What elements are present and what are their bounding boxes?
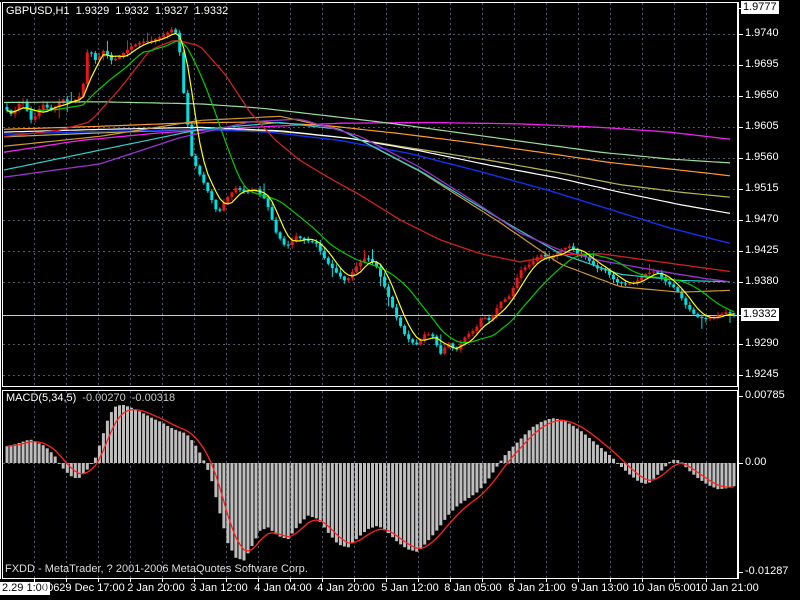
time-highlight-label: 2.29 1:00 [0, 582, 50, 595]
macd-value-axis[interactable]: 0.00785 0.00 -0.01287 [739, 388, 800, 580]
quote-open: 1.9329 [75, 5, 110, 17]
price-tick-label: 1.9695 [745, 58, 779, 70]
ma-palegreen [3, 101, 731, 164]
candlestick-series [5, 26, 736, 355]
time-tick-label: 8 Jan 21:00 [508, 582, 566, 594]
macd-signal-line [6, 408, 735, 552]
price-tick-label: 1.9650 [745, 89, 779, 101]
ma-purple [3, 118, 731, 283]
symbol-name: GBPUSD,H1 [6, 5, 70, 17]
quote-low: 1.9327 [154, 5, 189, 17]
price-tick-label: 1.9380 [745, 275, 779, 287]
price-tick-label: 1.9605 [745, 120, 779, 132]
macd-histogram [5, 405, 736, 561]
ma-orange [3, 121, 731, 177]
price-tick-label: 1.9245 [745, 368, 779, 380]
macd-tick-label: 0.00 [745, 456, 767, 468]
price-tick-label: 1.9470 [745, 213, 779, 225]
time-suffix-label: 006 [41, 582, 60, 594]
macd-signal-value: -0.00318 [131, 392, 176, 404]
time-tick-label: 5 Jan 12:00 [381, 582, 439, 594]
macd-tick-label: 0.00785 [745, 389, 785, 401]
ma-yellow [6, 32, 735, 350]
macd-indicator-label: MACD(5,34,5) -0.00270 -0.00318 [6, 392, 175, 404]
macd-main-value: -0.00270 [82, 392, 126, 404]
ma-white [3, 126, 731, 214]
price-tick-label: 1.9290 [745, 337, 779, 349]
time-tick-label: 4 Jan 04:00 [254, 582, 312, 594]
time-tick-label: 4 Jan 20:00 [317, 582, 375, 594]
time-axis[interactable]: 2.29 1:00 006 29 Dec 17:00 2 Jan 20:00 3 Jan… [0, 579, 800, 600]
time-tick-label: 9 Jan 13:00 [571, 582, 629, 594]
time-tick-label: 29 Dec 17:00 [59, 582, 125, 594]
current-price-label: 1.9332 [741, 308, 779, 321]
ma-magenta [3, 121, 731, 153]
time-tick-label: 8 Jan 05:00 [444, 582, 502, 594]
macd-name: MACD(5,34,5) [6, 392, 77, 404]
quote-close: 1.9332 [194, 5, 229, 17]
price-axis[interactable]: 1.9777 1.9740 1.9695 1.9650 1.9605 1.9560 1.95… [739, 0, 800, 580]
price-tick-label: 1.9515 [745, 182, 779, 194]
ma-lime [6, 40, 735, 344]
max-price-label: 1.9777 [741, 1, 779, 14]
ma-red [3, 39, 731, 273]
time-tick-label: 10 Jan 21:00 [695, 582, 759, 594]
quote-high: 1.9332 [115, 5, 149, 17]
symbol-ohlc-label: GBPUSD,H1 1.9329 1.9332 1.9327 1.9332 [6, 5, 234, 17]
grid [3, 3, 737, 578]
ma-blue [3, 128, 731, 244]
time-tick-label: 10 Jan 05:00 [632, 582, 696, 594]
ma-turquoise [3, 121, 731, 283]
price-tick-label: 1.9425 [745, 244, 779, 256]
time-tick-label: 2 Jan 20:00 [127, 582, 185, 594]
time-tick-label: 3 Jan 12:00 [190, 582, 248, 594]
window-borders [0, 2, 743, 582]
price-tick-label: 1.9740 [745, 27, 779, 39]
broker-watermark: FXDD - MetaTrader, ? 2001-2006 MetaQuote… [5, 563, 308, 575]
price-tick-label: 1.9560 [745, 151, 779, 163]
macd-tick-label: -0.01287 [745, 565, 789, 577]
